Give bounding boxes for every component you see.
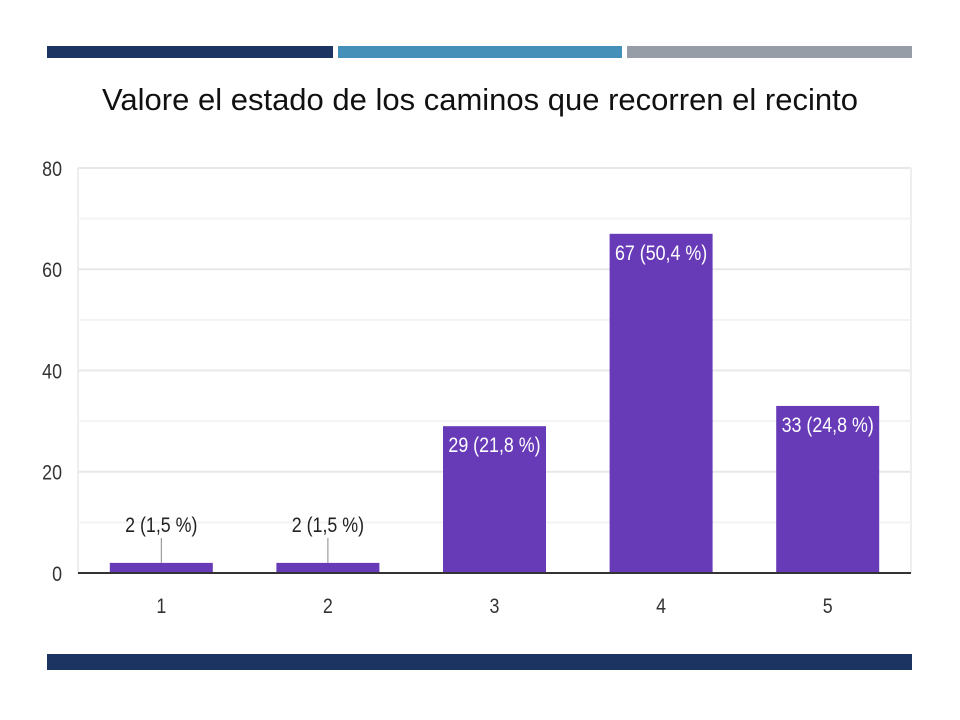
y-tick-label: 80: [42, 158, 62, 182]
bottom-stripe: [47, 654, 912, 670]
x-tick-label: 5: [823, 595, 833, 619]
bar-3: [443, 426, 546, 573]
y-tick-label: 60: [42, 259, 62, 283]
bar-5: [776, 405, 880, 573]
x-tick-label: 1: [156, 595, 166, 619]
x-tick-label: 4: [656, 595, 666, 619]
top-stripe-dark: [47, 46, 333, 58]
y-tick-label: 40: [42, 360, 62, 384]
top-stripe-blue: [338, 46, 622, 58]
data-label: 29 (21,8 %): [448, 434, 540, 458]
data-label: 2 (1,5 %): [292, 514, 364, 538]
data-label: 33 (24,8 %): [782, 414, 874, 438]
bar-1: [109, 562, 213, 573]
data-label: 67 (50,4 %): [615, 241, 707, 265]
top-stripe-gray: [627, 46, 912, 58]
y-tick-label: 0: [52, 563, 62, 587]
bar-2: [276, 562, 380, 573]
bar-4: [609, 233, 713, 573]
data-label: 2 (1,5 %): [125, 514, 197, 538]
slide-title: Valore el estado de los caminos que reco…: [102, 82, 858, 117]
x-tick-label: 2: [323, 595, 333, 619]
y-tick-label: 20: [42, 461, 62, 485]
x-tick-label: 3: [490, 595, 500, 619]
